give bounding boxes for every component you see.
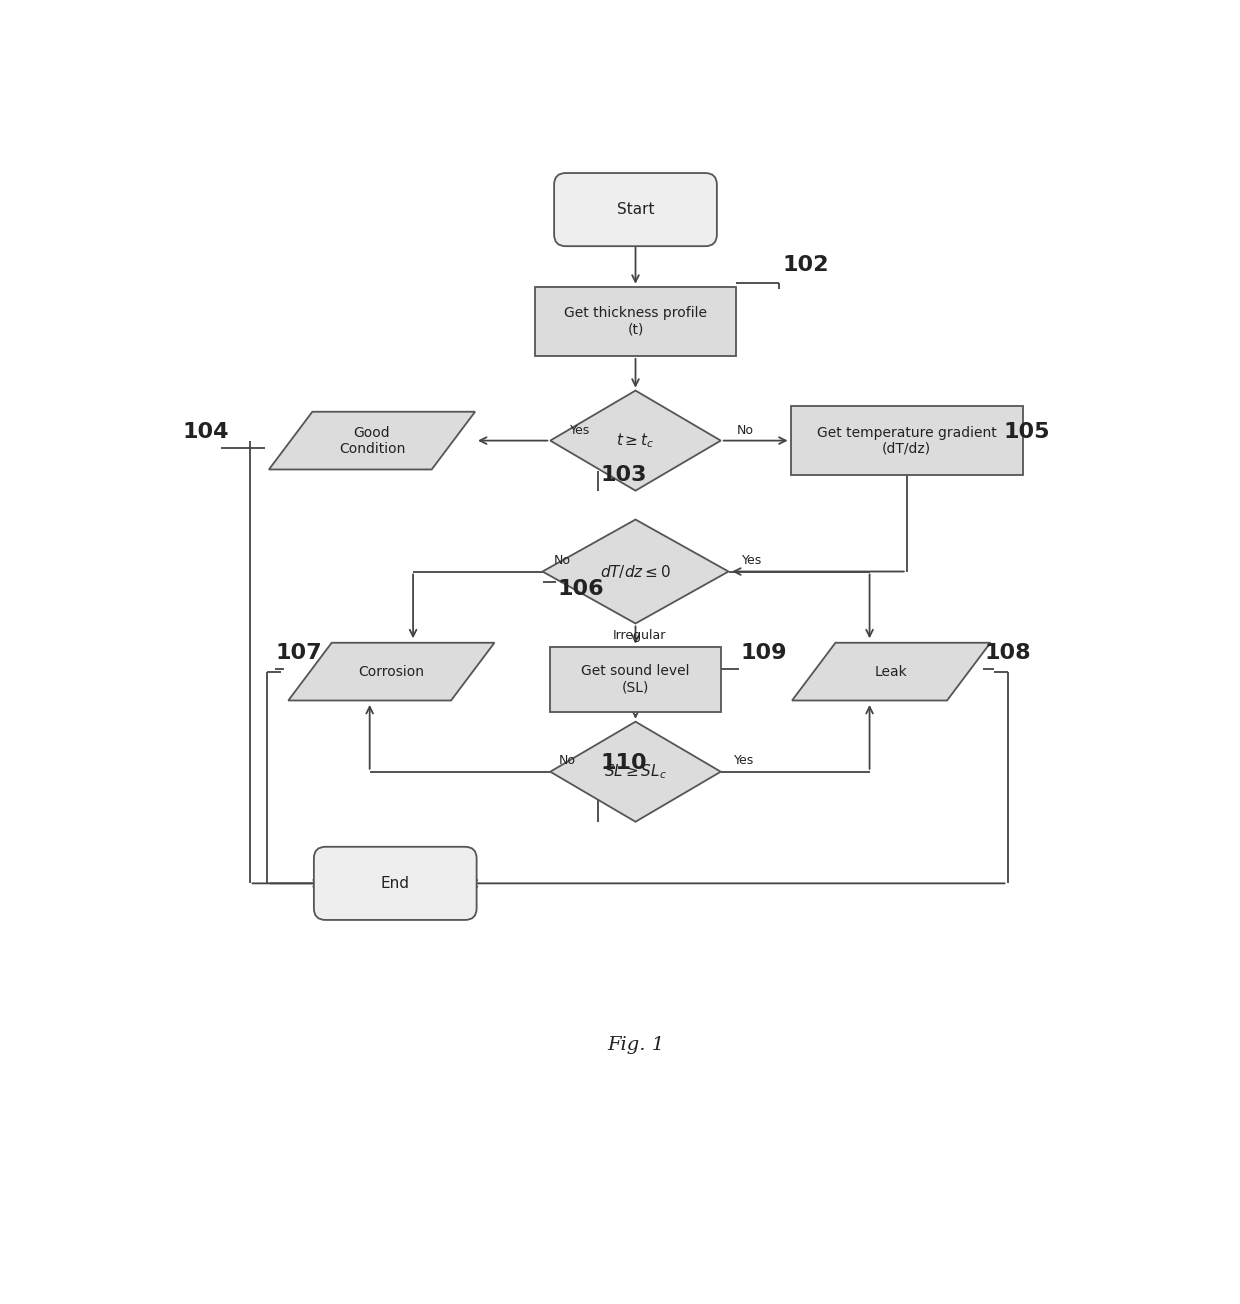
FancyBboxPatch shape — [554, 173, 717, 246]
Text: $dT/dz \leq 0$: $dT/dz \leq 0$ — [600, 563, 671, 580]
Text: Get thickness profile
(t): Get thickness profile (t) — [564, 306, 707, 336]
Text: Good
Condition: Good Condition — [339, 425, 405, 455]
Polygon shape — [792, 643, 991, 700]
Text: No: No — [553, 554, 570, 567]
Text: Get sound level
(SL): Get sound level (SL) — [582, 664, 689, 695]
Bar — [791, 406, 1023, 475]
Text: Corrosion: Corrosion — [358, 665, 424, 678]
Text: 109: 109 — [740, 643, 786, 662]
Polygon shape — [551, 391, 720, 490]
Bar — [551, 647, 720, 712]
Text: End: End — [381, 876, 409, 891]
Text: Yes: Yes — [734, 755, 754, 768]
Text: 106: 106 — [558, 579, 605, 599]
Text: 107: 107 — [275, 643, 321, 662]
Polygon shape — [269, 412, 475, 469]
Text: 105: 105 — [1003, 422, 1050, 442]
Text: Yes: Yes — [742, 554, 761, 567]
Text: No: No — [737, 424, 754, 437]
Text: $SL \geq SL_c$: $SL \geq SL_c$ — [604, 763, 667, 781]
Text: Irregular: Irregular — [613, 629, 666, 642]
Text: Yes: Yes — [569, 424, 590, 437]
Text: 104: 104 — [182, 422, 228, 442]
Text: Start: Start — [616, 202, 655, 216]
Text: Get temperature gradient
(dT/dz): Get temperature gradient (dT/dz) — [817, 425, 997, 455]
FancyBboxPatch shape — [314, 846, 476, 919]
Polygon shape — [543, 519, 729, 623]
Bar — [534, 287, 737, 356]
Text: $t \geq t_c$: $t \geq t_c$ — [616, 432, 655, 450]
Text: 102: 102 — [782, 256, 830, 275]
Text: 108: 108 — [985, 643, 1030, 662]
Text: Fig. 1: Fig. 1 — [606, 1037, 665, 1054]
Text: 110: 110 — [600, 754, 647, 773]
Polygon shape — [551, 721, 720, 822]
Text: 103: 103 — [600, 466, 647, 485]
Text: Leak: Leak — [875, 665, 908, 678]
Polygon shape — [288, 643, 495, 700]
Text: No: No — [559, 755, 575, 768]
